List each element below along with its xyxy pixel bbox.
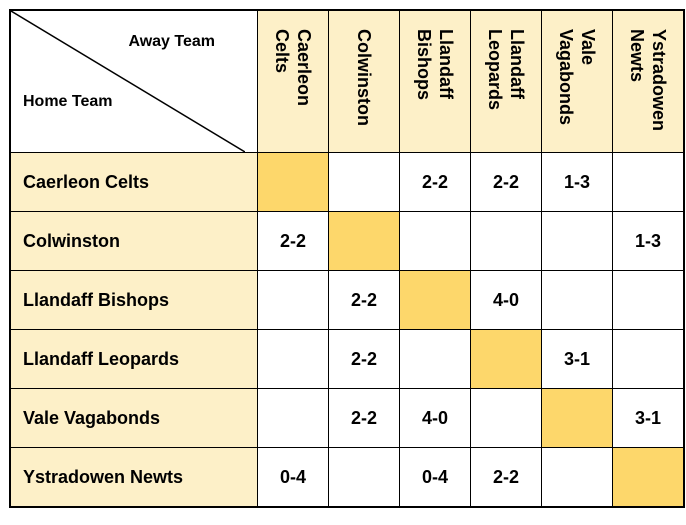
- result-cell: 1-3: [541, 152, 613, 212]
- row-header: Vale Vagabonds: [9, 388, 258, 448]
- result-cell: [257, 388, 329, 448]
- result-cell: [328, 211, 400, 271]
- table-row: Caerleon Celts 2-2 2-2 1-3: [9, 152, 685, 212]
- diagonal-divider: [11, 11, 245, 152]
- result-cell: [541, 270, 613, 330]
- result-cell: 2-2: [470, 152, 542, 212]
- result-cell: [612, 152, 685, 212]
- result-cell: [541, 447, 613, 508]
- result-cell: [257, 329, 329, 389]
- table-row: Ystradowen Newts 0-4 0-4 2-2: [9, 447, 685, 508]
- result-cell: [257, 152, 329, 212]
- result-cell: 2-2: [399, 152, 471, 212]
- result-cell: 4-0: [470, 270, 542, 330]
- result-cell: [328, 152, 400, 212]
- row-header: Llandaff Leopards: [9, 329, 258, 389]
- col-header-caerleon-celts: Caerleon Celts: [257, 9, 329, 153]
- result-cell: 3-1: [612, 388, 685, 448]
- table-row: Llandaff Bishops 2-2 4-0: [9, 270, 685, 330]
- col-header-vale-vagabonds: Vale Vagabonds: [541, 9, 613, 153]
- col-header-colwinston: Colwinston: [328, 9, 400, 153]
- result-cell: [541, 211, 613, 271]
- results-grid: Away Team Home Team Caerleon Celts Colwi…: [9, 9, 685, 508]
- table-row: Llandaff Leopards 2-2 3-1: [9, 329, 685, 389]
- result-cell: [612, 270, 685, 330]
- results-table: Away Team Home Team Caerleon Celts Colwi…: [9, 9, 685, 508]
- col-header-llandaff-bishops: Llandaff Bishops: [399, 9, 471, 153]
- row-header: Caerleon Celts: [9, 152, 258, 212]
- home-team-label: Home Team: [23, 93, 113, 110]
- col-header-llandaff-leopards: Llandaff Leopards: [470, 9, 542, 153]
- result-cell: [328, 447, 400, 508]
- row-header: Colwinston: [9, 211, 258, 271]
- away-team-label: Away Team: [128, 33, 215, 50]
- result-cell: 0-4: [399, 447, 471, 508]
- row-header: Ystradowen Newts: [9, 447, 258, 508]
- col-header-ystradowen-newts: Ystradowen Newts: [612, 9, 685, 153]
- result-cell: 4-0: [399, 388, 471, 448]
- result-cell: [399, 211, 471, 271]
- result-cell: 2-2: [470, 447, 542, 508]
- result-cell: 2-2: [257, 211, 329, 271]
- result-cell: 2-2: [328, 329, 400, 389]
- result-cell: [470, 388, 542, 448]
- table-row: Colwinston 2-2 1-3: [9, 211, 685, 271]
- result-cell: 2-2: [328, 270, 400, 330]
- result-cell: 2-2: [328, 388, 400, 448]
- result-cell: [257, 270, 329, 330]
- result-cell: 0-4: [257, 447, 329, 508]
- result-cell: [612, 447, 685, 508]
- result-cell: [399, 329, 471, 389]
- result-cell: [612, 329, 685, 389]
- result-cell: [470, 211, 542, 271]
- row-header: Llandaff Bishops: [9, 270, 258, 330]
- header-row: Away Team Home Team Caerleon Celts Colwi…: [9, 9, 685, 153]
- corner-cell: Away Team Home Team: [9, 9, 258, 153]
- result-cell: 3-1: [541, 329, 613, 389]
- result-cell: [541, 388, 613, 448]
- table-row: Vale Vagabonds 2-2 4-0 3-1: [9, 388, 685, 448]
- result-cell: [399, 270, 471, 330]
- result-cell: [470, 329, 542, 389]
- result-cell: 1-3: [612, 211, 685, 271]
